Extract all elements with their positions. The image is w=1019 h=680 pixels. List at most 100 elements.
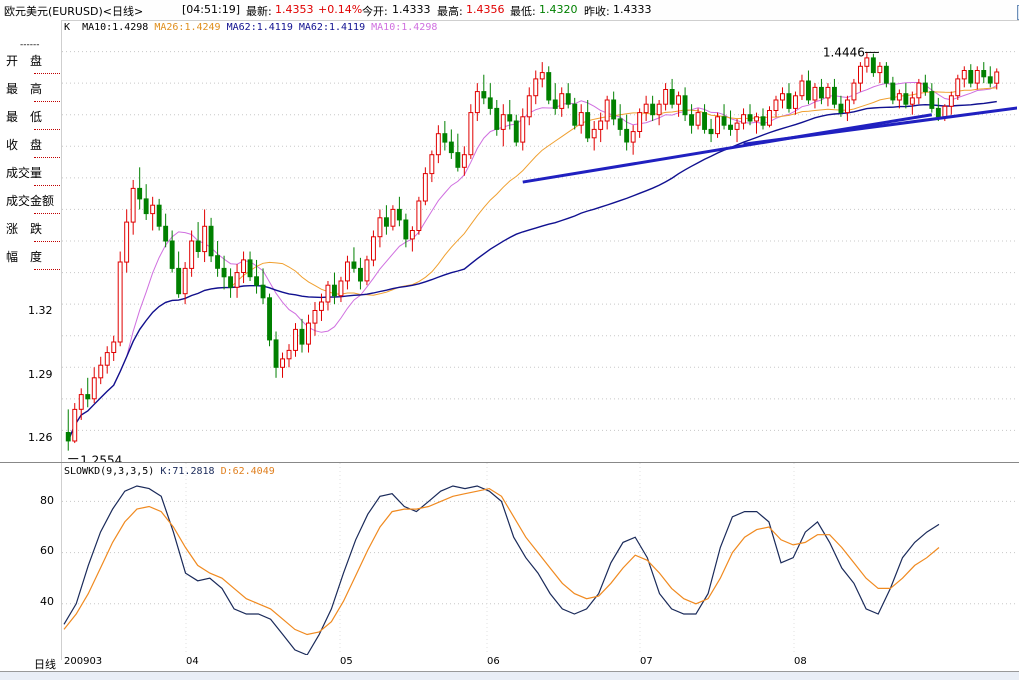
row-separator [34,241,60,242]
down-candle [221,267,227,278]
down-candle [267,297,273,341]
down-candle [611,99,617,120]
up-candle [117,261,123,343]
up-candle [280,358,286,368]
up-candle [312,310,318,324]
down-candle [903,93,909,105]
low-row-label: 最 低 [6,110,43,124]
legend-ma26: MA26:1.4249 [154,22,221,33]
open-row-label: 开 盘 [6,54,43,68]
up-candle [150,204,156,215]
up-candle [942,105,948,118]
down-candle [838,103,844,114]
next-icon[interactable]: ⇨ [1017,5,1019,20]
row-separator [34,129,60,130]
down-candle [481,91,487,99]
down-candle [299,328,305,345]
up-candle [604,99,610,122]
up-candle [948,95,954,107]
down-candle [442,133,448,143]
legend-ma62: MA62:1.4119 [226,22,293,33]
up-candle [643,103,649,114]
up-candle [461,154,467,168]
legend-k: K [64,22,71,33]
indicator-y-tick: 60 [40,544,54,557]
up-candle [189,240,195,269]
down-candle [156,204,162,227]
up-candle [98,364,104,379]
down-candle [728,124,733,130]
down-candle [137,187,143,200]
slowkd-legend: SLOWKD(9,3,3,5) K:71.2818 D:62.4049 [64,466,275,477]
trendline [522,113,933,184]
x-tick-label: 07 [640,656,653,667]
down-candle [929,91,935,109]
down-candle [351,261,357,269]
down-candle [358,267,363,282]
down-candle [669,89,675,105]
slowkd-chart[interactable] [62,463,1017,655]
y-tick-label: 1.32 [28,304,53,317]
down-candle [708,128,714,135]
legend-ma10: MA10:1.4298 [82,22,149,33]
period-label: 日线 [34,658,56,671]
status-bar [0,671,1019,680]
slowkd-k: K:71.2818 [160,466,215,477]
change-value: +0.14% [318,3,363,16]
high-label: 最高: [437,5,463,18]
row-separator [34,213,60,214]
up-candle [864,57,870,67]
down-candle [565,93,571,105]
price-chart[interactable]: 1.4446 1.2554 [62,20,1017,462]
latest-value: 1.4353 [275,3,314,16]
up-candle [202,225,208,253]
up-candle [695,112,701,126]
down-candle [819,86,824,99]
down-candle [403,219,409,240]
y-tick-label: 1.26 [28,431,53,444]
up-candle [364,259,370,282]
up-candle [520,116,526,143]
down-candle [552,99,558,109]
up-candle [961,70,967,80]
up-candle [994,71,1000,84]
up-candle [578,112,584,126]
legend-ma10-alt: MA10:1.4298 [371,22,438,33]
down-candle [682,95,688,116]
up-candle [500,114,506,130]
up-candle [734,122,740,130]
down-candle [273,339,279,368]
up-candle [286,349,292,360]
row-separator [34,269,60,270]
ma10-line [67,82,998,442]
down-candle [143,198,149,215]
down-candle [721,116,727,126]
trendline [743,106,1017,146]
down-candle [786,93,792,109]
up-candle [539,72,545,80]
down-candle [572,103,578,126]
prev-close-label: 昨收: [584,5,610,18]
up-candle [111,341,117,353]
slowkd-k-line [63,485,940,655]
indicator-divider [0,462,1019,463]
high-annotation: 1.4446 [823,45,865,59]
up-candle [104,352,110,366]
up-candle [72,408,78,442]
up-candle [306,322,311,345]
up-candle [812,86,818,101]
down-candle [448,141,454,154]
quote-bar: 欧元美元(EURUSD)<日线> [04:51:19] 最新: 1.4353 +… [0,0,1019,21]
down-candle [968,70,974,84]
amount-row-label: 成交金额 [6,194,55,208]
up-candle [338,280,344,297]
up-candle [526,95,532,118]
up-candle [591,128,597,139]
up-candle [909,97,915,105]
row-separator [34,73,60,74]
row-separator [34,185,60,186]
up-candle [371,236,376,261]
change-row-label: 涨 跌 [6,222,43,236]
up-candle [825,86,831,99]
down-candle [617,118,623,130]
